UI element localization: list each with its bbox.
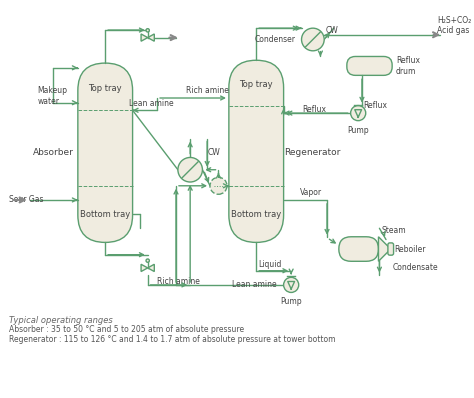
Text: Sour Gas: Sour Gas [9, 195, 44, 205]
Text: Rich amine: Rich amine [157, 277, 200, 286]
Text: Regenerator : 115 to 126 °C and 1.4 to 1.7 atm of absolute pressure at tower bot: Regenerator : 115 to 126 °C and 1.4 to 1… [9, 335, 336, 344]
Polygon shape [378, 237, 391, 261]
Polygon shape [141, 264, 148, 271]
Text: Condensate: Condensate [392, 263, 438, 272]
Text: Pump: Pump [280, 297, 302, 306]
Text: Reflux
drum: Reflux drum [396, 56, 420, 76]
Text: Reboiler: Reboiler [394, 244, 426, 254]
Text: CW: CW [325, 27, 338, 35]
Text: Steam: Steam [381, 226, 406, 235]
FancyBboxPatch shape [347, 57, 392, 75]
Text: Typical operating ranges: Typical operating ranges [9, 316, 113, 325]
FancyBboxPatch shape [339, 237, 378, 261]
Text: Lean amine: Lean amine [232, 281, 277, 289]
Text: Reflux: Reflux [363, 101, 387, 110]
Text: Pump: Pump [347, 126, 369, 135]
Text: Rich amine: Rich amine [186, 86, 228, 95]
Text: Reflux: Reflux [302, 105, 327, 114]
Circle shape [146, 259, 149, 262]
Text: Bottom tray: Bottom tray [231, 210, 282, 219]
FancyBboxPatch shape [229, 60, 283, 242]
FancyBboxPatch shape [78, 63, 133, 242]
Text: Absorber: Absorber [33, 148, 74, 157]
Circle shape [178, 158, 202, 182]
Circle shape [301, 28, 324, 51]
Text: Top tray: Top tray [89, 84, 122, 93]
Polygon shape [148, 264, 155, 271]
Text: Regenerator: Regenerator [284, 148, 340, 157]
Text: Top tray: Top tray [239, 80, 273, 89]
Text: Vapor: Vapor [300, 188, 322, 197]
Text: Condenser: Condenser [255, 35, 296, 44]
Text: Bottom tray: Bottom tray [80, 210, 130, 219]
Polygon shape [148, 34, 155, 41]
Text: CW: CW [207, 148, 220, 157]
Text: Absorber : 35 to 50 °C and 5 to 205 atm of absolute pressure: Absorber : 35 to 50 °C and 5 to 205 atm … [9, 326, 244, 334]
Circle shape [351, 105, 366, 121]
Polygon shape [141, 34, 148, 41]
Text: Liquid: Liquid [259, 259, 282, 269]
Text: Lean amine: Lean amine [129, 99, 174, 108]
Text: Makeup
water: Makeup water [37, 86, 67, 106]
Circle shape [283, 277, 299, 293]
Circle shape [210, 177, 227, 194]
FancyBboxPatch shape [388, 243, 393, 255]
Circle shape [146, 29, 149, 32]
Text: H₂S+CO₂
Acid gas: H₂S+CO₂ Acid gas [438, 16, 472, 35]
